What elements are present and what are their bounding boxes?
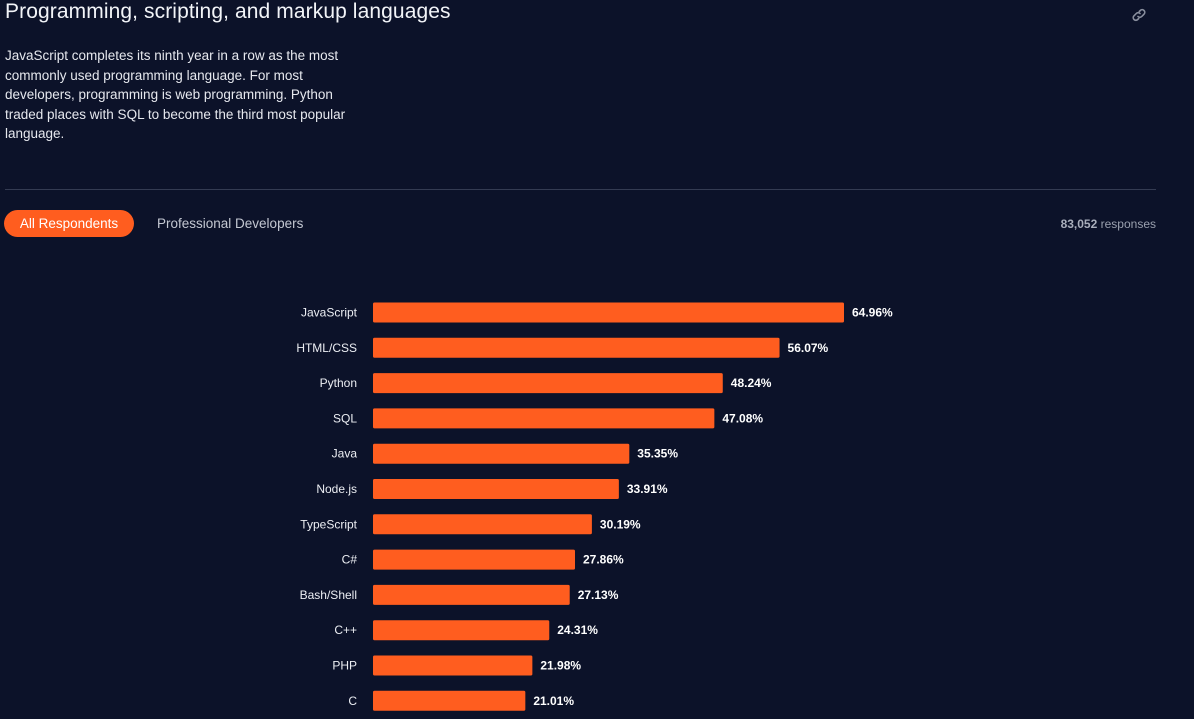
- tab-all-respondents[interactable]: All Respondents: [4, 210, 134, 237]
- responses-label: responses: [1100, 217, 1156, 231]
- category-label: PHP: [332, 659, 357, 673]
- category-label: C++: [334, 623, 357, 637]
- link-icon[interactable]: [1131, 7, 1147, 23]
- responses-number: 83,052: [1060, 217, 1098, 231]
- bar[interactable]: [373, 620, 550, 641]
- bar[interactable]: [373, 549, 576, 570]
- value-label: 48.24%: [731, 376, 772, 390]
- category-label: C#: [342, 553, 358, 567]
- bar[interactable]: [373, 655, 533, 676]
- bar[interactable]: [373, 443, 630, 464]
- category-label: Python: [320, 376, 357, 390]
- bar[interactable]: [373, 514, 592, 535]
- value-label: 47.08%: [722, 411, 763, 425]
- section-description: JavaScript completes its ninth year in a…: [5, 48, 346, 141]
- section-title: Programming, scripting, and markup langu…: [5, 0, 451, 23]
- bar[interactable]: [373, 302, 844, 323]
- bar[interactable]: [373, 373, 723, 394]
- tab-professional-developers[interactable]: Professional Developers: [157, 216, 304, 231]
- category-label: Java: [332, 447, 358, 461]
- responses-count: 83,052 responses: [1061, 217, 1156, 231]
- value-label: 30.19%: [600, 517, 641, 531]
- bar[interactable]: [373, 584, 570, 605]
- value-label: 64.96%: [852, 306, 893, 320]
- category-label: Node.js: [316, 482, 357, 496]
- divider: [5, 189, 1156, 190]
- bar[interactable]: [373, 408, 715, 429]
- category-label: JavaScript: [301, 306, 358, 320]
- bar[interactable]: [373, 337, 780, 358]
- bar[interactable]: [373, 690, 526, 711]
- category-label: SQL: [333, 411, 357, 425]
- value-label: 21.01%: [533, 694, 574, 708]
- category-label: HTML/CSS: [296, 341, 357, 355]
- value-label: 27.86%: [583, 553, 624, 567]
- value-label: 24.31%: [557, 623, 598, 637]
- bar[interactable]: [373, 479, 619, 499]
- value-label: 21.98%: [540, 659, 581, 673]
- value-label: 27.13%: [578, 588, 619, 602]
- category-label: Bash/Shell: [300, 588, 357, 602]
- value-label: 33.91%: [627, 482, 668, 496]
- value-label: 35.35%: [637, 447, 678, 461]
- category-label: C: [348, 694, 357, 708]
- category-label: TypeScript: [300, 517, 357, 531]
- value-label: 56.07%: [788, 341, 829, 355]
